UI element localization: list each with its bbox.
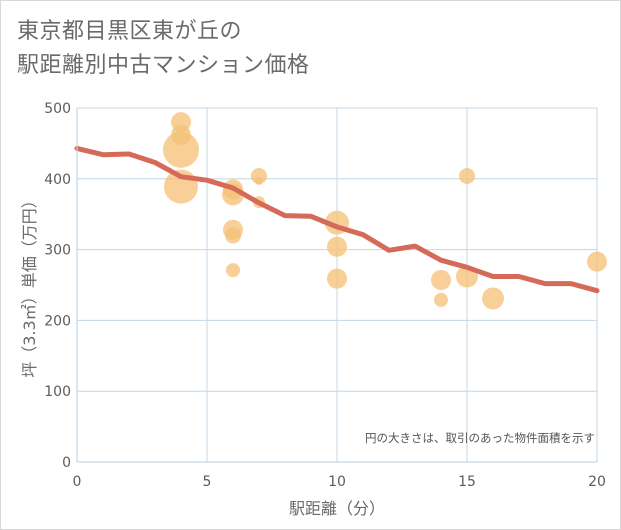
x-tick-label: 5 [203,474,212,490]
data-point [225,227,241,244]
data-point [459,167,475,184]
y-tick-label: 200 [44,313,71,329]
axis-labels: 駅距離（分） 坪（3.3㎡）単価（万円） 円の大きさは、取引のあった物件面積を示… [20,192,595,518]
data-point [431,270,451,291]
axes: 0 100 200 300 400 500 0 5 10 15 20 [44,101,606,490]
data-point [587,251,607,272]
data-point [171,124,191,145]
data-point [163,131,199,168]
y-tick-label: 100 [44,384,71,400]
x-tick-label: 0 [73,474,82,490]
x-axis-label: 駅距離（分） [289,499,385,518]
data-point [255,176,263,185]
x-tick-label: 20 [588,474,606,490]
data-point [482,287,504,310]
trend-series [74,145,600,294]
trend-line [74,145,600,294]
chart-title-line1: 東京都目黒区東が丘の [17,19,243,44]
data-point [327,236,347,257]
y-tick-label: 500 [44,101,71,117]
y-tick-label: 300 [44,243,71,259]
y-axis-label: 坪（3.3㎡）単価（万円） [20,192,39,377]
chart-title-line2: 駅距離別中古マンション価格 [17,53,310,78]
data-point [226,263,240,278]
y-tick-label: 400 [44,172,71,188]
data-point [434,292,448,307]
x-tick-label: 15 [458,474,476,490]
bubble-size-note: 円の大きさは、取引のあった物件面積を示す [365,431,595,445]
y-tick-label: 0 [62,455,71,471]
chart-title: 東京都目黒区東が丘の 駅距離別中古マンション価格 [17,15,310,83]
data-point [251,167,267,184]
x-tick-label: 10 [328,474,346,490]
data-point [327,268,347,289]
